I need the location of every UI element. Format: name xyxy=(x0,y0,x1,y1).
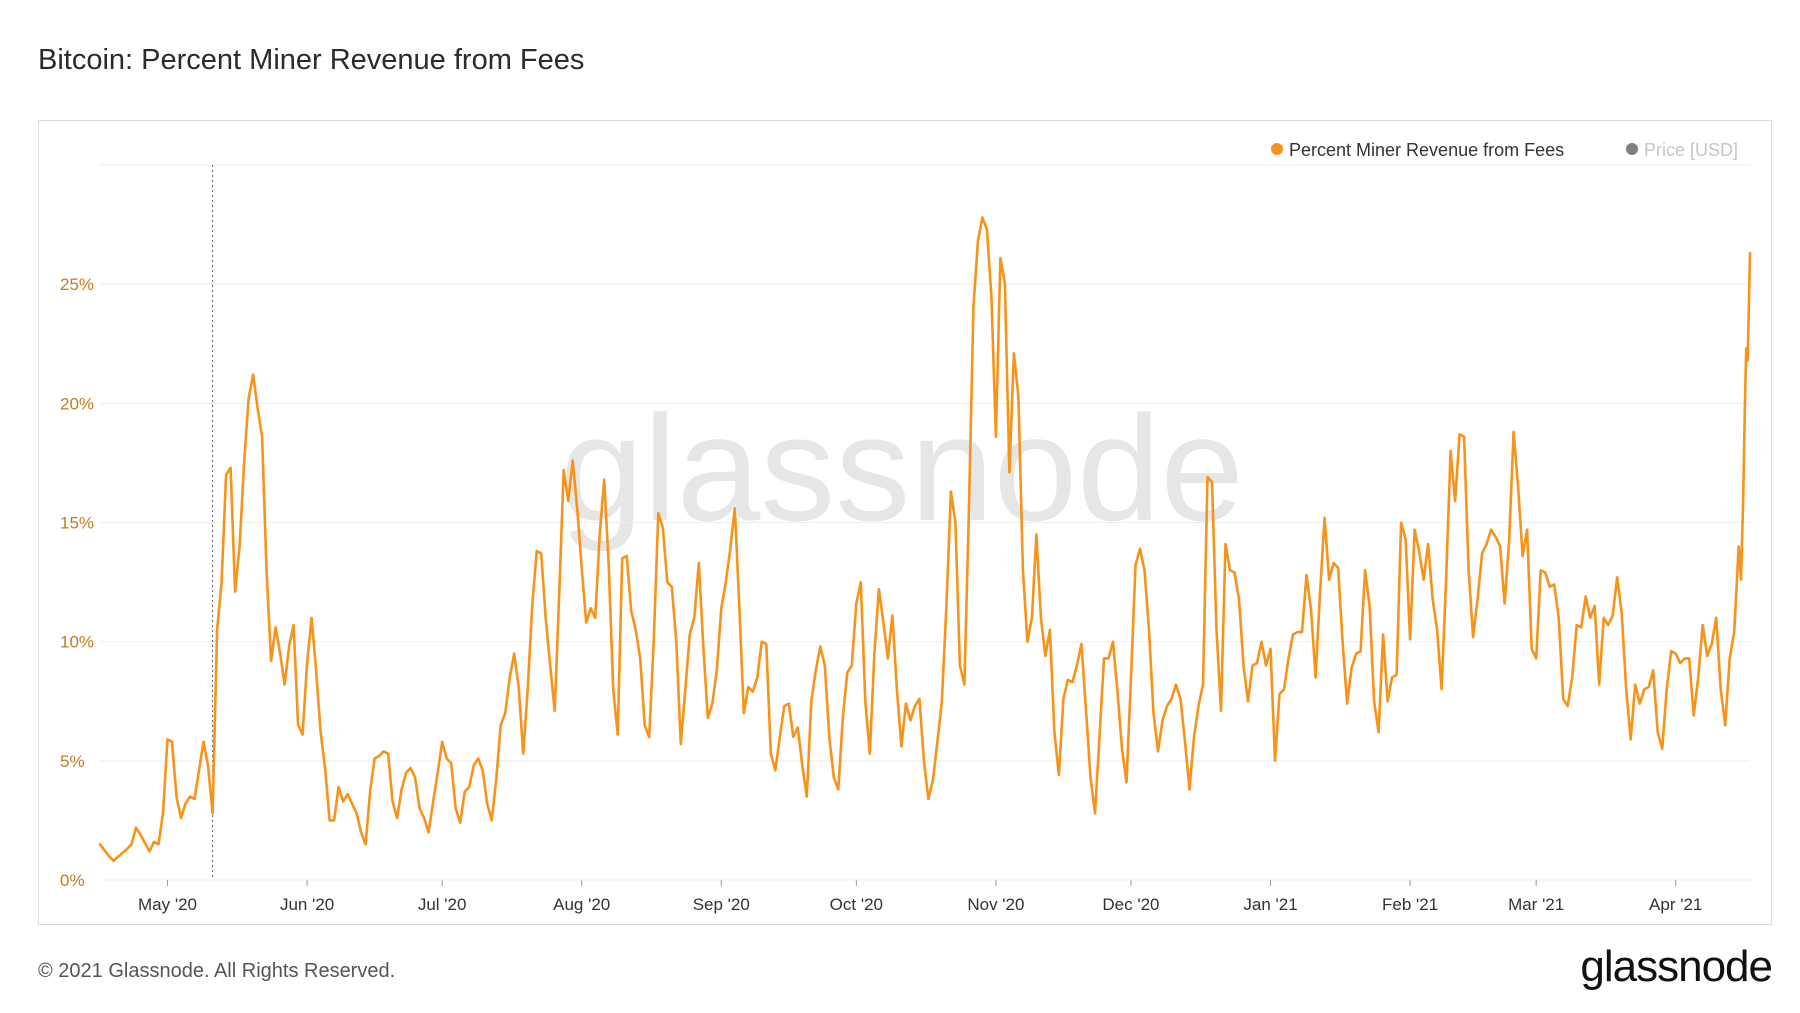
chart-frame xyxy=(38,120,1772,925)
x-tick-label: Jan '21 xyxy=(1243,895,1297,914)
x-tick-label: Sep '20 xyxy=(693,895,750,914)
watermark: glassnode xyxy=(560,384,1244,552)
x-tick-label: Oct '20 xyxy=(830,895,883,914)
legend-marker-fees xyxy=(1271,143,1283,155)
legend-marker-price xyxy=(1626,143,1638,155)
x-tick-label: Aug '20 xyxy=(553,895,610,914)
x-tick-label: Mar '21 xyxy=(1508,895,1564,914)
x-tick-label: Feb '21 xyxy=(1382,895,1438,914)
x-tick-label: May '20 xyxy=(138,895,197,914)
y-tick-label: 15% xyxy=(60,514,94,533)
legend-label-price: Price [USD] xyxy=(1644,140,1738,160)
x-tick-label: Nov '20 xyxy=(967,895,1024,914)
y-tick-label: 10% xyxy=(60,633,94,652)
glassnode-logo[interactable]: glassnode xyxy=(1580,942,1773,991)
copyright-text: © 2021 Glassnode. All Rights Reserved. xyxy=(38,960,396,982)
y-tick-label: 5% xyxy=(60,752,85,771)
x-tick-label: Apr '21 xyxy=(1649,895,1702,914)
legend: Percent Miner Revenue from Fees Price [U… xyxy=(1271,140,1738,160)
y-axis: 0% 5% 10% 15% 20% 25% xyxy=(60,275,94,890)
y-tick-label: 0% xyxy=(60,871,85,890)
x-tick-label: Dec '20 xyxy=(1102,895,1159,914)
x-tick-label: Jun '20 xyxy=(280,895,334,914)
x-axis: May '20 Jun '20 Jul '20 Aug '20 Sep '20 Oct '… xyxy=(138,880,1702,914)
legend-item-fees[interactable]: Percent Miner Revenue from Fees xyxy=(1271,140,1564,160)
series-line-0[interactable] xyxy=(98,216,1752,863)
legend-item-price[interactable]: Price [USD] xyxy=(1626,140,1738,160)
y-tick-label: 20% xyxy=(60,394,94,413)
page-title: Bitcoin: Percent Miner Revenue from Fees xyxy=(38,44,585,76)
series-layer xyxy=(98,216,1752,863)
y-tick-label: 25% xyxy=(60,275,94,294)
x-tick-label: Jul '20 xyxy=(418,895,467,914)
legend-label-fees: Percent Miner Revenue from Fees xyxy=(1289,140,1564,160)
